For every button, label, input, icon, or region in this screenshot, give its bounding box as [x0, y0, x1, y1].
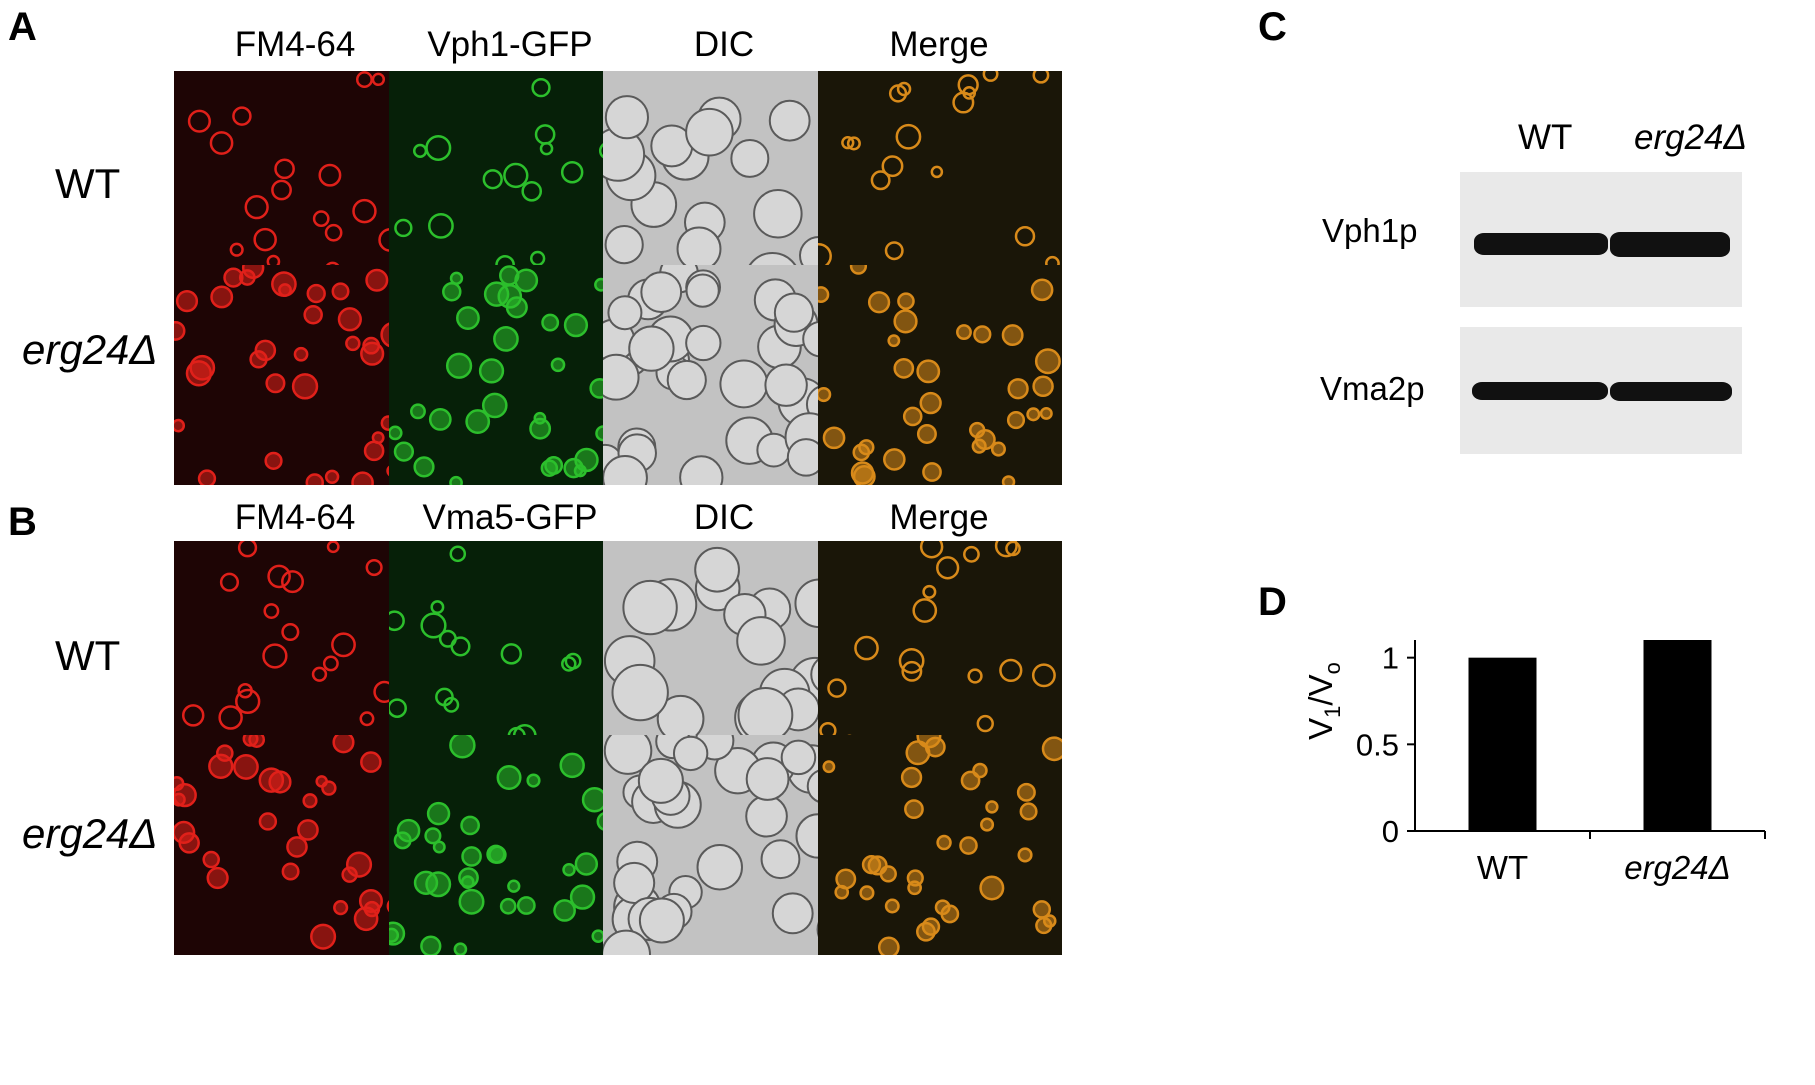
panel-a-erg24-fm-image — [174, 265, 418, 485]
panel-a-col-merge: Merge — [889, 25, 989, 64]
panel-b-row-wt: WT — [55, 632, 121, 679]
band-vma2p-erg24 — [1610, 382, 1732, 401]
x-category-label: WT — [1477, 849, 1528, 886]
v1-vo-bar-chart: 00.511.5WTerg24ΔV1/Vo — [1270, 554, 1805, 1080]
panel-a-wt-gfp-image — [389, 71, 633, 291]
band-vph1p-wt — [1474, 233, 1608, 255]
panel-b-erg24-gfp-image — [389, 735, 633, 955]
blot-lane-wt: WT — [1518, 118, 1573, 157]
panel-b-erg24-dic-image — [603, 735, 847, 955]
bar-wt — [1468, 657, 1537, 831]
y-tick-label: 1 — [1382, 641, 1399, 676]
panel-d-letter: D — [1258, 580, 1287, 624]
panel-a-row-erg24: erg24Δ — [22, 326, 158, 373]
blot-strip-vma2p — [1460, 327, 1742, 454]
panel-a-wt-fm-image — [174, 71, 418, 291]
panel-b-col-merge: Merge — [889, 498, 989, 537]
x-category-label: erg24Δ — [1624, 849, 1731, 886]
blot-label-vph1p: Vph1p — [1322, 212, 1418, 249]
panel-a-col-dic: DIC — [693, 25, 755, 64]
panel-c-letter: C — [1258, 5, 1287, 49]
chart-svg: 00.511.5WTerg24ΔV1/Vo — [1302, 554, 1766, 886]
panel-b-col-dic: DIC — [693, 498, 755, 537]
bar-erg24 — [1643, 631, 1712, 831]
blot-label-vma2p: Vma2p — [1320, 370, 1425, 407]
band-vma2p-wt — [1472, 382, 1608, 400]
panel-b-letter: B — [8, 500, 37, 544]
panel-b-col-gfp: Vma5-GFP — [422, 498, 598, 537]
panel-a-erg24-merge-image — [818, 265, 1062, 485]
panel-a-col-gfp: Vph1-GFP — [427, 25, 593, 64]
panel-a-wt-merge-image — [818, 71, 1062, 291]
panel-a-wt-dic-image — [603, 71, 847, 291]
blot-lane-erg24: erg24Δ — [1634, 118, 1747, 157]
band-vph1p-erg24 — [1610, 232, 1730, 257]
panel-b-erg24-merge-image — [818, 735, 1062, 955]
panel-a-erg24-gfp-image — [389, 265, 633, 485]
blot-strip-vph1p — [1460, 172, 1742, 307]
panel-b-wt-fm-image — [174, 541, 418, 761]
panel-a-col-fm464: FM4-64 — [234, 25, 356, 64]
panel-a-erg24-dic-image — [603, 265, 847, 485]
y-tick-label: 0 — [1382, 814, 1399, 849]
panel-b-row-erg24: erg24Δ — [22, 810, 158, 857]
y-axis-label: V1/Vo — [1302, 662, 1345, 740]
panel-b-col-fm464: FM4-64 — [234, 498, 356, 537]
panel-b-wt-merge-image — [818, 541, 1062, 761]
panel-b-wt-gfp-image — [389, 541, 633, 761]
panel-b-erg24-fm-image — [174, 735, 418, 955]
panel-a-row-wt: WT — [55, 160, 121, 207]
y-tick-label: 0.5 — [1356, 727, 1399, 762]
panel-b-wt-dic-image — [603, 541, 847, 761]
panel-a-letter: A — [8, 5, 37, 49]
